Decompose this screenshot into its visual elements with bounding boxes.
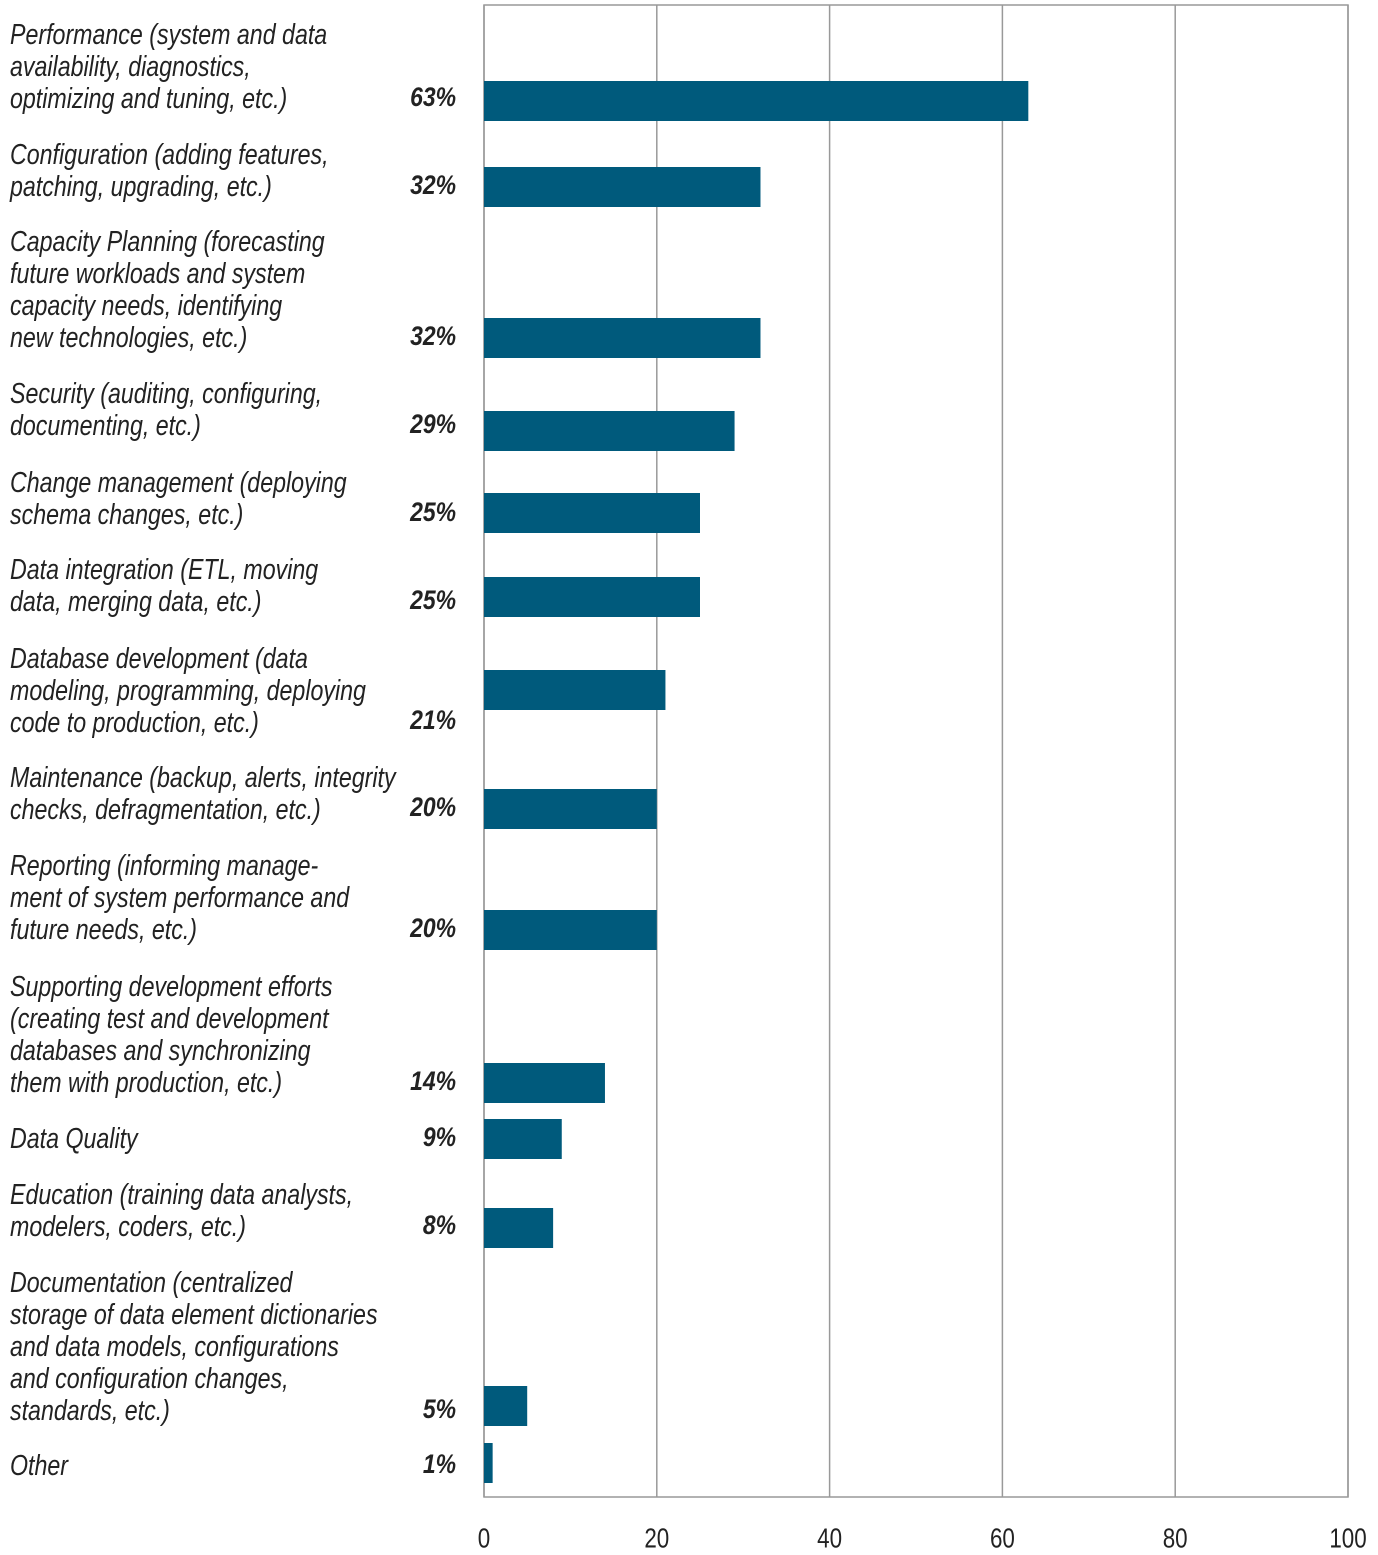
bar [484, 81, 1029, 121]
category-label: Supporting development efforts (creating… [10, 971, 333, 1099]
category-label: Reporting (informing manage- ment of sys… [10, 850, 350, 946]
value-label: 14% [410, 1066, 456, 1096]
category-label: Security (auditing, configuring, documen… [10, 378, 323, 442]
value-label: 63% [410, 82, 456, 112]
value-label: 21% [409, 705, 456, 735]
value-label: 1% [423, 1449, 456, 1479]
bar [484, 577, 700, 617]
bar [484, 789, 657, 829]
value-label: 25% [409, 585, 456, 615]
category-label: Configuration (adding features, patching… [10, 139, 329, 203]
category-label: Other [10, 1450, 69, 1482]
x-tick-label: 60 [990, 1523, 1015, 1554]
category-label: Documentation (centralized storage of da… [10, 1267, 378, 1427]
x-tick-label: 20 [644, 1523, 669, 1554]
x-tick-label: 80 [1163, 1523, 1188, 1554]
value-label: 29% [409, 409, 456, 439]
value-label: 20% [409, 913, 456, 943]
x-tick-label: 0 [478, 1523, 490, 1554]
value-label: 25% [409, 497, 456, 527]
plot-frame [483, 4, 1349, 1498]
bar [484, 1443, 493, 1483]
category-label: Database development (data modeling, pro… [10, 643, 366, 739]
value-label: 9% [423, 1122, 456, 1152]
bar [484, 1119, 562, 1159]
bar [484, 167, 761, 207]
category-label: Change management (deploying schema chan… [10, 467, 347, 531]
bar [484, 493, 700, 533]
value-label: 32% [410, 170, 456, 200]
category-label: Capacity Planning (forecasting future wo… [10, 226, 325, 354]
category-label: Education (training data analysts, model… [10, 1179, 354, 1243]
category-label: Data integration (ETL, moving data, merg… [10, 554, 319, 618]
bar [484, 318, 761, 358]
bar [484, 1386, 528, 1426]
bar [484, 670, 666, 710]
x-tick-label: 40 [817, 1523, 842, 1554]
value-label: 20% [409, 792, 456, 822]
x-tick-label: 100 [1329, 1523, 1366, 1554]
bar [484, 1208, 554, 1248]
category-label: Performance (system and data availabilit… [10, 19, 328, 115]
bar [484, 1063, 605, 1103]
value-label: 8% [423, 1210, 456, 1240]
category-label: Maintenance (backup, alerts, integrity c… [10, 762, 396, 826]
value-label: 5% [423, 1394, 456, 1424]
bar [484, 411, 735, 451]
bar [484, 910, 657, 950]
category-label: Data Quality [10, 1123, 138, 1155]
value-label: 32% [410, 321, 456, 351]
